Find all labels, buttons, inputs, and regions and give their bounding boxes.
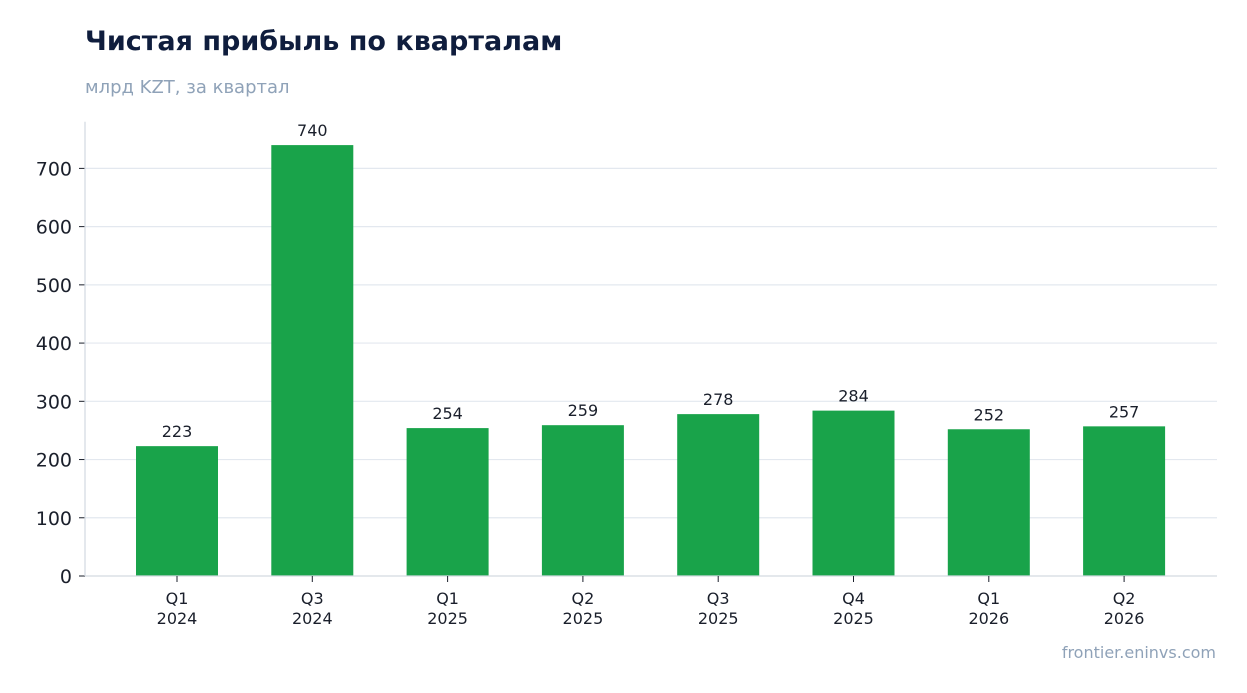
x-tick-label: Q2 — [1113, 589, 1136, 608]
x-tick-label: 2024 — [292, 609, 333, 628]
bars — [136, 145, 1166, 576]
bar — [677, 414, 760, 576]
data-label: 257 — [1109, 402, 1140, 421]
x-tick-label: 2025 — [833, 609, 874, 628]
bar — [541, 425, 624, 576]
chart-subtitle: млрд KZT, за квартал — [85, 77, 290, 98]
data-label: 223 — [162, 422, 193, 441]
y-tick-label: 700 — [36, 158, 72, 180]
axes: 0100200300400500600700Q12024Q32024Q12025… — [36, 121, 1217, 628]
y-tick-label: 500 — [36, 275, 72, 297]
x-tick-label: 2025 — [427, 609, 468, 628]
data-label: 252 — [974, 405, 1005, 424]
data-label: 740 — [297, 121, 328, 140]
source-watermark: frontier.eninvs.com — [1061, 643, 1216, 662]
y-tick-label: 400 — [36, 333, 72, 355]
bar — [406, 428, 489, 576]
x-tick-label: Q4 — [842, 589, 865, 608]
bar — [947, 429, 1030, 576]
bar — [1083, 426, 1166, 576]
x-tick-label: Q3 — [707, 589, 730, 608]
bar — [812, 410, 895, 576]
data-label: 254 — [432, 404, 463, 423]
chart-title: Чистая прибыль по кварталам — [85, 26, 563, 57]
y-tick-label: 200 — [36, 450, 72, 472]
x-tick-label: Q3 — [301, 589, 324, 608]
bar — [136, 446, 218, 576]
grid-lines — [85, 167, 1217, 519]
x-tick-label: 2025 — [698, 609, 739, 628]
data-label: 259 — [568, 401, 599, 420]
y-tick-label: 0 — [60, 566, 72, 588]
data-label: 278 — [703, 390, 734, 409]
y-tick-label: 100 — [36, 508, 72, 530]
x-tick-label: 2026 — [968, 609, 1009, 628]
x-tick-label: Q1 — [436, 589, 459, 608]
x-tick-label: 2024 — [157, 609, 198, 628]
y-tick-label: 600 — [36, 217, 72, 239]
y-tick-label: 300 — [36, 391, 72, 413]
bar — [271, 145, 354, 576]
x-tick-label: Q1 — [977, 589, 1000, 608]
x-tick-label: Q2 — [572, 589, 595, 608]
data-labels: 223 740 254 259 278 284 252 257 — [162, 121, 1140, 441]
x-tick-label: 2026 — [1104, 609, 1145, 628]
data-label: 284 — [838, 387, 869, 406]
x-tick-label: Q1 — [166, 589, 189, 608]
x-tick-label: 2025 — [563, 609, 604, 628]
